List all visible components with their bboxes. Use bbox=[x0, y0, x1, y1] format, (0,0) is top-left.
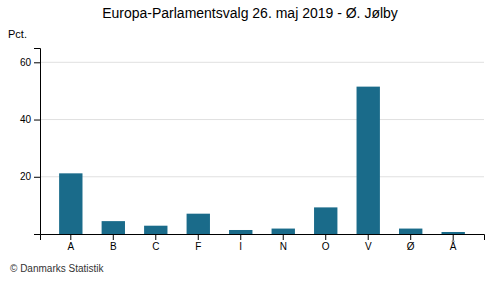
x-axis-line bbox=[41, 235, 485, 241]
chart-container: Europa-Parlamentsvalg 26. maj 2019 - Ø. … bbox=[0, 0, 500, 282]
bar bbox=[272, 229, 295, 234]
x-tick-mark bbox=[453, 234, 454, 240]
x-tick-mark bbox=[283, 234, 284, 240]
x-tick-mark bbox=[155, 234, 156, 240]
bars bbox=[59, 87, 465, 234]
bar bbox=[187, 214, 210, 234]
x-tick: I bbox=[239, 234, 242, 252]
x-tick-label: Å bbox=[450, 240, 457, 252]
x-tick-label: A bbox=[67, 241, 74, 252]
y-tick-mark bbox=[34, 120, 40, 121]
grid bbox=[40, 62, 484, 176]
y-tick-label: 40 bbox=[20, 114, 32, 125]
bar bbox=[399, 229, 422, 234]
x-tick: O bbox=[322, 234, 330, 252]
y-axis: 20 40 60 bbox=[20, 49, 41, 235]
grid-line bbox=[40, 119, 484, 120]
plot: 20 40 60 A B C F I N O V Ø Å bbox=[20, 49, 485, 253]
x-tick-label: V bbox=[365, 241, 372, 252]
bar bbox=[59, 173, 82, 234]
x-tick: Ø bbox=[407, 234, 415, 252]
x-tick: C bbox=[152, 234, 159, 252]
x-tick-mark bbox=[325, 234, 326, 240]
y-tick: 40 bbox=[20, 114, 40, 125]
bar bbox=[229, 230, 252, 234]
x-tick-label: Ø bbox=[407, 241, 415, 252]
x-tick-mark bbox=[198, 234, 199, 240]
bar bbox=[314, 207, 337, 234]
x-tick: A bbox=[67, 234, 74, 252]
title: Europa-Parlamentsvalg 26. maj 2019 - Ø. … bbox=[102, 5, 398, 21]
bar bbox=[102, 221, 125, 234]
bar bbox=[144, 226, 167, 234]
x-tick-label: O bbox=[322, 241, 330, 252]
x-tick: F bbox=[195, 234, 201, 252]
y-tick-label: 20 bbox=[20, 171, 32, 182]
x-tick-mark bbox=[113, 234, 114, 240]
x-axis: ABCFINOVØÅ bbox=[41, 234, 485, 252]
bar bbox=[357, 87, 380, 234]
x-tick-label: B bbox=[110, 241, 117, 252]
x-tick: Å bbox=[450, 234, 457, 252]
grid-line bbox=[40, 62, 484, 63]
y-axis-label: Pct. bbox=[8, 28, 27, 40]
annotation: © Danmarks Statistik bbox=[10, 263, 105, 274]
x-tick-mark bbox=[240, 234, 241, 240]
x-tick-label: F bbox=[195, 241, 201, 252]
x-tick-label: C bbox=[152, 241, 159, 252]
x-tick-label: N bbox=[280, 241, 287, 252]
y-tick: 20 bbox=[20, 171, 40, 182]
x-tick: B bbox=[110, 234, 117, 252]
grid-line bbox=[40, 176, 484, 177]
x-tick: N bbox=[280, 234, 287, 252]
x-tick-mark bbox=[70, 234, 71, 240]
x-tick-mark bbox=[368, 234, 369, 240]
bar bbox=[442, 232, 465, 234]
y-tick: 60 bbox=[20, 57, 40, 68]
x-tick-label: I bbox=[239, 241, 242, 252]
x-tick-mark bbox=[410, 234, 411, 240]
y-tick-label: 60 bbox=[20, 57, 32, 68]
y-tick-mark bbox=[34, 62, 40, 63]
y-tick-mark bbox=[34, 177, 40, 178]
x-tick: V bbox=[365, 234, 372, 252]
y-axis-line bbox=[34, 49, 41, 235]
chart-svg: Europa-Parlamentsvalg 26. maj 2019 - Ø. … bbox=[0, 0, 500, 282]
